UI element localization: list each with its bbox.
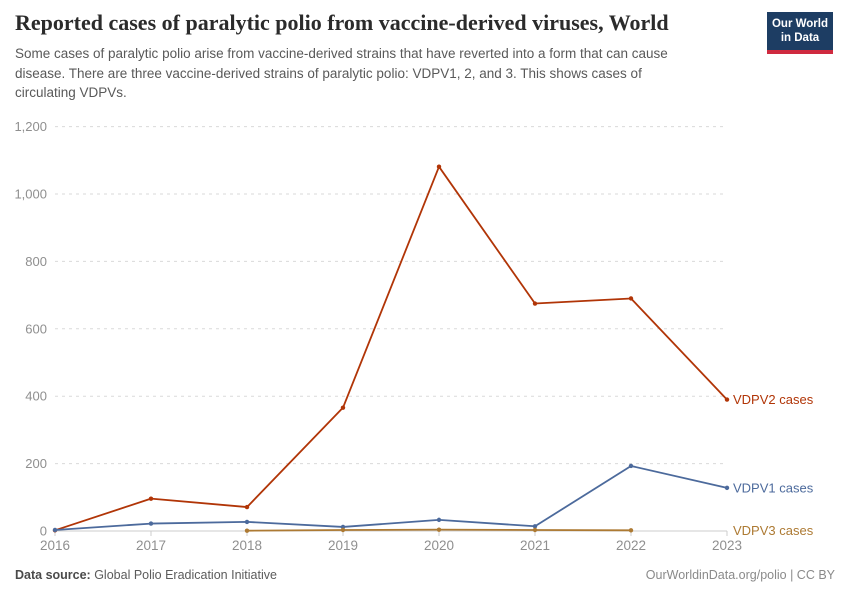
data-point (340, 524, 346, 530)
data-point (436, 164, 442, 169)
x-tick-label: 2020 (424, 538, 454, 553)
owid-logo[interactable]: Our World in Data (767, 12, 833, 54)
y-tick-label: 600 (25, 321, 47, 336)
x-tick-label: 2022 (616, 538, 646, 553)
y-tick-label: 1,200 (14, 119, 47, 134)
data-point (532, 301, 538, 306)
x-tick-label: 2023 (712, 538, 742, 553)
data-point (628, 296, 634, 301)
data-source: Data source: Global Polio Eradication In… (15, 568, 277, 582)
x-tick-label: 2016 (40, 538, 70, 553)
owid-logo-line2: in Data (780, 32, 820, 45)
series-line-vdpv1 (54, 465, 728, 531)
data-point (436, 527, 442, 532)
data-point (532, 524, 538, 529)
data-point (436, 517, 442, 523)
owid-logo-accent-bar (767, 50, 833, 54)
series-line-vdpv2 (54, 165, 728, 532)
y-tick-label: 400 (25, 389, 47, 404)
data-point (724, 397, 730, 402)
y-tick-label: 1,000 (14, 187, 47, 202)
data-point (628, 528, 634, 533)
y-tick-label: 0 (40, 524, 47, 539)
data-point (148, 521, 154, 526)
x-tick-label: 2019 (328, 538, 358, 553)
chart-subtitle: Some cases of paralytic polio arise from… (15, 46, 668, 101)
chart-header: Reported cases of paralytic polio from v… (15, 10, 760, 103)
owid-license-link[interactable]: OurWorldinData.org/polio | CC BY (645, 568, 835, 582)
data-point (244, 504, 250, 510)
page-title: Reported cases of paralytic polio from v… (15, 10, 669, 35)
series-end-label-vdpv2: VDPV2 cases (733, 392, 814, 407)
x-tick-label: 2017 (136, 538, 166, 553)
x-tick-label: 2018 (232, 538, 262, 553)
y-tick-label: 200 (25, 456, 47, 471)
x-tick-label: 2021 (520, 538, 550, 553)
data-point (244, 528, 250, 533)
data-point (52, 527, 58, 533)
owid-logo-line1: Our World (771, 18, 828, 30)
data-point (244, 519, 250, 525)
data-point (628, 463, 634, 469)
chart-footer: Data source: Global Polio Eradication In… (15, 568, 835, 582)
data-point (340, 527, 346, 533)
data-point (724, 485, 730, 491)
data-source-label: Data source: (15, 568, 91, 582)
data-point (340, 405, 346, 410)
y-tick-label: 800 (25, 254, 47, 269)
series-end-label-vdpv1: VDPV1 cases (733, 480, 814, 495)
data-point (532, 527, 538, 533)
data-source-value: Global Polio Eradication Initiative (90, 568, 277, 582)
series-end-label-vdpv3: VDPV3 cases (733, 523, 814, 538)
data-point (148, 496, 154, 501)
